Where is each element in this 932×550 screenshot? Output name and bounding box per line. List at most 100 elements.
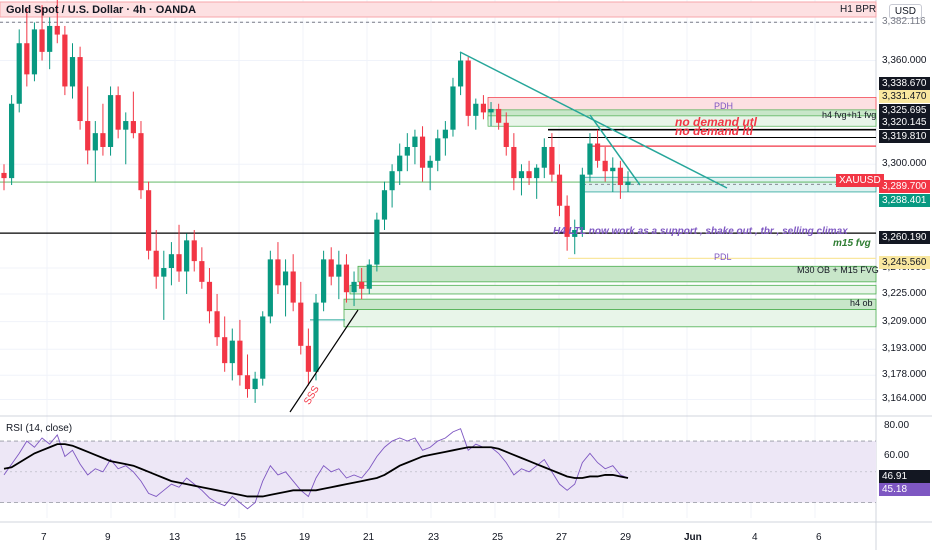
candle-body [184,240,190,272]
candle-body [465,60,471,116]
short-trendline [589,114,641,186]
pdh-label: PDH [714,101,734,111]
rsi-ma-value-label: 45.18 [879,483,930,497]
m30-ob-label: M30 OB + M15 FVG [797,265,879,275]
price-label: 3,288.401 [879,194,930,207]
price-axis-tick: 3,300.000 [882,158,927,170]
candle-body [16,43,22,104]
candle-body [488,108,494,113]
candle-body [419,136,426,168]
time-axis-tick: 6 [816,532,822,543]
price-axis-tick: 3,193.000 [882,343,927,355]
candle-body [511,146,517,179]
price-label: 3,245.560 [879,256,930,269]
time-axis-tick: 9 [105,532,111,543]
candle-body [62,34,68,87]
candle-body [412,136,418,147]
candle-body [587,143,593,175]
pdl-label: PDL [714,252,732,262]
price-label: 3,325.695 [879,104,930,117]
ascending-trendline [289,309,359,413]
candle-body [85,121,91,151]
resistance-zone-3 [487,115,877,127]
candle-body [176,254,182,272]
candle-body [556,174,563,206]
candle-body [518,171,525,179]
candle-body [191,240,197,262]
rsi-line [3,428,629,510]
candle-body [321,259,327,303]
price-label: 3,260.190 [879,231,930,244]
price-axis-tick: 3,178.000 [882,369,927,381]
candle-body [442,129,448,139]
candle-body [130,121,136,134]
candle-body [237,340,243,376]
candle-body [9,103,15,179]
time-axis-tick: 19 [299,532,311,543]
h4-fvg-label: h4 fvg+h1 fvg [822,110,877,120]
candle-body [336,264,342,277]
candle-body [389,171,395,191]
candle-body [366,264,372,289]
candle-body [31,29,38,75]
demand-zone-2 [349,284,877,295]
candle-body [214,311,220,338]
candle-body [290,271,296,303]
candle-body [397,155,403,172]
candle-body [450,86,456,130]
price-axis-tick: 3,164.000 [882,393,927,405]
demand-zone-4 [343,309,877,328]
candle-body [153,250,159,277]
time-axis-tick: 13 [169,532,181,543]
candle-body [564,205,570,237]
candle-body [47,25,53,52]
candle-body [229,340,235,364]
symbol-tag: XAUUSD [836,174,884,187]
candle-body [351,281,357,293]
candle-body [473,103,479,116]
time-axis-tick: 7 [41,532,47,543]
candle-body [359,281,365,289]
candle-body [503,122,509,147]
candle-body [381,190,388,220]
candle-body [374,219,380,265]
candle-body [1,172,7,179]
candle-body [145,190,152,251]
rsi-axis-tick: 60.00 [884,450,910,462]
candle-body [138,133,144,191]
candle-body [107,95,114,147]
h1-bpr-zone [0,1,877,18]
candle-body [260,316,266,379]
price-label: 3,338.670 [879,77,930,90]
h4-ob-label: h4 ob [850,298,873,308]
m30-ob-zone [357,265,877,283]
candle-body [579,174,585,230]
candle-body [496,108,502,123]
price-label: 3,319.810 [879,130,930,143]
candle-body [435,138,441,161]
candle-body [457,60,464,87]
m15-fvg-label: m15 fvg [833,238,871,249]
candle-body [427,160,433,168]
currency-button[interactable]: USD [888,4,922,19]
time-axis-tick: Jun [684,532,702,543]
candle-body [480,103,487,113]
candle-body [199,261,205,282]
candle-body [404,146,410,156]
time-axis-tick: 29 [620,532,632,543]
time-axis-tick: 4 [752,532,758,543]
no-demand-ltl-label: no demand ltl [675,124,753,138]
candle-body [206,281,213,312]
candle-body [617,167,623,186]
candle-body [526,171,532,179]
rsi-value-label: 46.91 [879,469,930,483]
candle-body [115,95,121,130]
resistance-zone-1 [487,97,877,111]
candle-body [305,345,311,372]
candle-body [100,133,106,147]
candle-body [92,133,98,151]
candle-body [123,121,129,130]
candle-body [594,143,601,161]
time-axis-tick: 21 [363,532,375,543]
